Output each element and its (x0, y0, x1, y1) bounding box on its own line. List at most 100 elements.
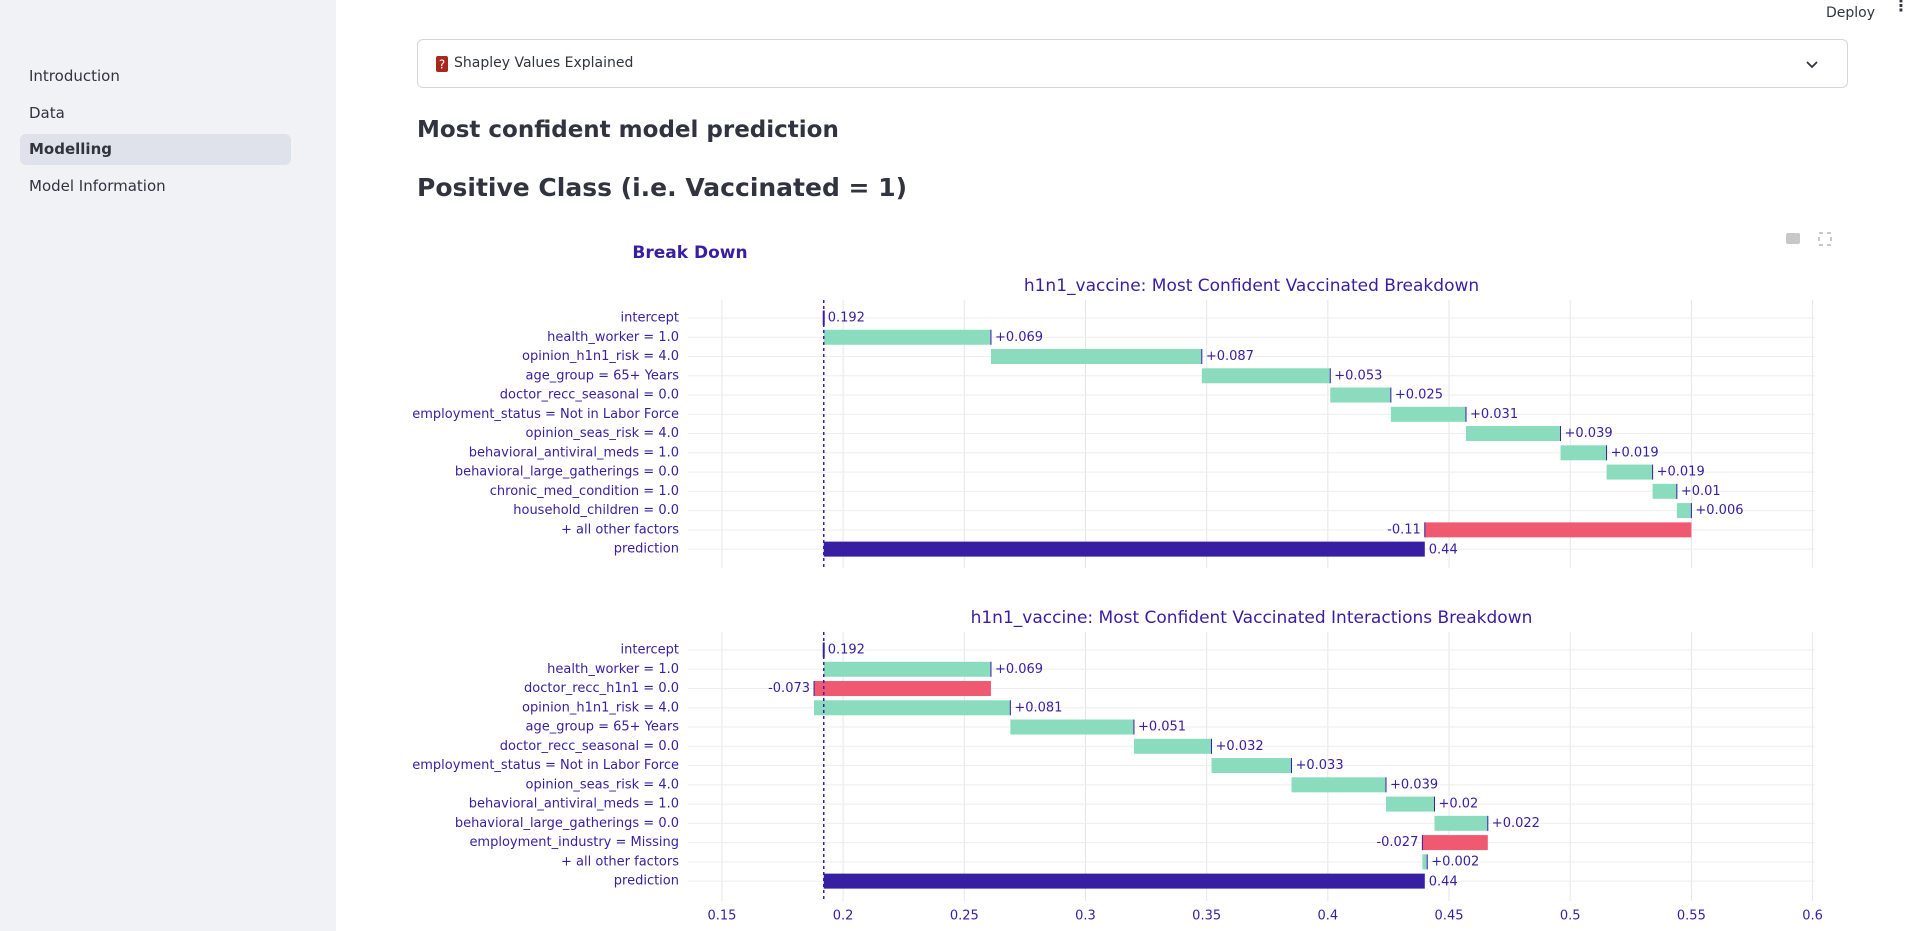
x-tick-label: 0.55 (1677, 909, 1706, 924)
deploy-button[interactable]: Deploy (1826, 5, 1876, 21)
value-label: +0.025 (1395, 388, 1443, 403)
bar (1211, 758, 1292, 774)
category-label: opinion_seas_risk = 4.0 (526, 777, 679, 792)
category-label: intercept (621, 643, 680, 658)
heading: Positive Class (i.e. Vaccinated = 1) (417, 173, 908, 202)
camera-icon (1786, 233, 1800, 244)
bar (1330, 387, 1391, 403)
value-label: +0.006 (1695, 503, 1743, 518)
fullscreen-icon (1818, 232, 1832, 246)
prediction-bar (823, 541, 1425, 557)
expander-label: Shapley Values Explained (454, 55, 634, 71)
nav-item[interactable]: Data (29, 103, 65, 122)
expander[interactable]: ? Shapley Values Explained (417, 39, 1848, 88)
value-label: +0.053 (1334, 368, 1382, 383)
value-label: +0.019 (1611, 445, 1659, 460)
x-tick-label: 0.25 (950, 909, 979, 924)
value-label: +0.069 (995, 330, 1043, 345)
bar (814, 681, 991, 697)
category-label: doctor_recc_seasonal = 0.0 (500, 388, 679, 403)
bar (990, 349, 1202, 365)
x-tick-label: 0.15 (707, 909, 736, 924)
bar (823, 661, 991, 677)
main-menu[interactable]: ⋮ (1893, 0, 1908, 15)
x-tick-label: 0.3 (1075, 909, 1096, 924)
value-label: +0.002 (1431, 854, 1479, 869)
chart-title: h1n1_vaccine: Most Confident Vaccinated … (1024, 276, 1479, 296)
value-label: 0.44 (1429, 875, 1458, 890)
heading: Most confident model prediction (417, 117, 839, 143)
bar (1434, 815, 1488, 831)
category-label: doctor_recc_seasonal = 0.0 (500, 739, 679, 754)
bar (1560, 445, 1607, 461)
svg-text:?: ? (439, 58, 445, 72)
bar (1201, 368, 1331, 384)
nav-item[interactable]: Modelling (20, 134, 291, 166)
bar (1010, 719, 1134, 735)
value-label: 0.192 (828, 643, 865, 658)
x-tick-label: 0.4 (1318, 909, 1339, 924)
prediction-bar (823, 873, 1425, 889)
figure-title: Break Down (632, 243, 747, 263)
x-tick-label: 0.5 (1560, 909, 1581, 924)
value-label: +0.01 (1681, 484, 1721, 499)
expander-icon: ? (436, 56, 448, 72)
value-label: +0.051 (1138, 720, 1186, 735)
bar (1422, 854, 1428, 870)
bar (823, 329, 991, 345)
value-label: +0.039 (1565, 426, 1613, 441)
category-label: health_worker = 1.0 (547, 330, 679, 345)
category-label: employment_status = Not in Labor Force (412, 758, 679, 773)
nav-item[interactable]: Introduction (29, 67, 120, 85)
value-label: -0.027 (1376, 835, 1418, 850)
category-label: opinion_h1n1_risk = 4.0 (522, 700, 679, 715)
category-label: chronic_med_condition = 1.0 (490, 484, 679, 499)
nav-item[interactable]: Model Information (29, 177, 166, 196)
category-label: + all other factors (561, 854, 679, 869)
value-label: -0.073 (768, 681, 810, 696)
value-label: +0.032 (1216, 739, 1264, 754)
category-label: opinion_h1n1_risk = 4.0 (522, 349, 679, 364)
bar (814, 700, 1011, 716)
category-label: age_group = 65+ Years (526, 720, 680, 735)
bar (1424, 522, 1692, 538)
category-label: prediction (614, 874, 679, 889)
category-label: age_group = 65+ Years (526, 368, 680, 383)
chart-title: h1n1_vaccine: Most Confident Vaccinated … (971, 608, 1533, 628)
value-label: -0.11 (1387, 522, 1421, 537)
value-label: +0.039 (1390, 777, 1438, 792)
bar (1465, 426, 1561, 442)
category-label: behavioral_antiviral_meds = 1.0 (469, 445, 679, 460)
x-tick-label: 0.2 (833, 909, 854, 924)
value-label: +0.019 (1657, 465, 1705, 480)
category-label: intercept (621, 311, 680, 326)
category-label: prediction (614, 542, 679, 557)
value-label: +0.081 (1014, 700, 1062, 715)
category-label: health_worker = 1.0 (547, 662, 679, 677)
category-label: household_children = 0.0 (513, 503, 679, 518)
value-label: +0.02 (1438, 797, 1478, 812)
bar (1291, 777, 1387, 793)
bar (1422, 835, 1488, 851)
category-label: behavioral_large_gatherings = 0.0 (455, 816, 679, 831)
value-label: +0.031 (1470, 407, 1518, 422)
category-label: behavioral_large_gatherings = 0.0 (455, 465, 679, 480)
category-label: doctor_recc_h1n1 = 0.0 (524, 681, 679, 696)
x-tick-label: 0.35 (1192, 909, 1221, 924)
bar (1390, 406, 1466, 422)
value-label: +0.022 (1492, 816, 1540, 831)
category-label: + all other factors (561, 522, 679, 537)
x-tick-label: 0.45 (1435, 909, 1464, 924)
category-label: behavioral_antiviral_meds = 1.0 (469, 797, 679, 812)
value-label: +0.069 (995, 662, 1043, 677)
category-label: employment_status = Not in Labor Force (412, 407, 679, 422)
category-label: opinion_seas_risk = 4.0 (526, 426, 679, 441)
bar (1133, 738, 1212, 754)
value-label: 0.44 (1429, 543, 1458, 558)
sidebar: Introduction Data Modelling Model Informati… (0, 0, 336, 931)
bar (1676, 503, 1692, 519)
bar (1652, 483, 1677, 499)
category-label: employment_industry = Missing (469, 835, 679, 850)
x-tick-label: 0.6 (1802, 909, 1823, 924)
